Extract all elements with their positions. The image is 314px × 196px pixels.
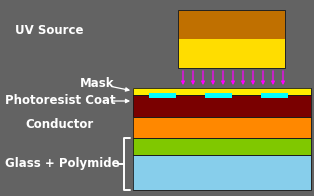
Bar [133,95,311,117]
Bar [178,10,285,39]
Bar [133,138,311,155]
Bar [205,93,232,98]
Bar [178,10,285,68]
Text: UV Source: UV Source [15,24,84,36]
Bar [133,88,311,95]
Bar [133,88,311,95]
Text: Photoresist Coat: Photoresist Coat [5,93,116,106]
Bar [149,93,176,98]
Bar [133,138,311,155]
Bar [133,95,311,117]
Bar [133,117,311,138]
Bar [133,155,311,190]
Text: Mask: Mask [80,76,115,90]
Bar [133,155,311,190]
Text: Glass + Polymide: Glass + Polymide [5,156,120,170]
Bar [261,93,288,98]
Bar [133,117,311,138]
Bar [178,39,285,68]
Text: Conductor: Conductor [25,119,93,132]
